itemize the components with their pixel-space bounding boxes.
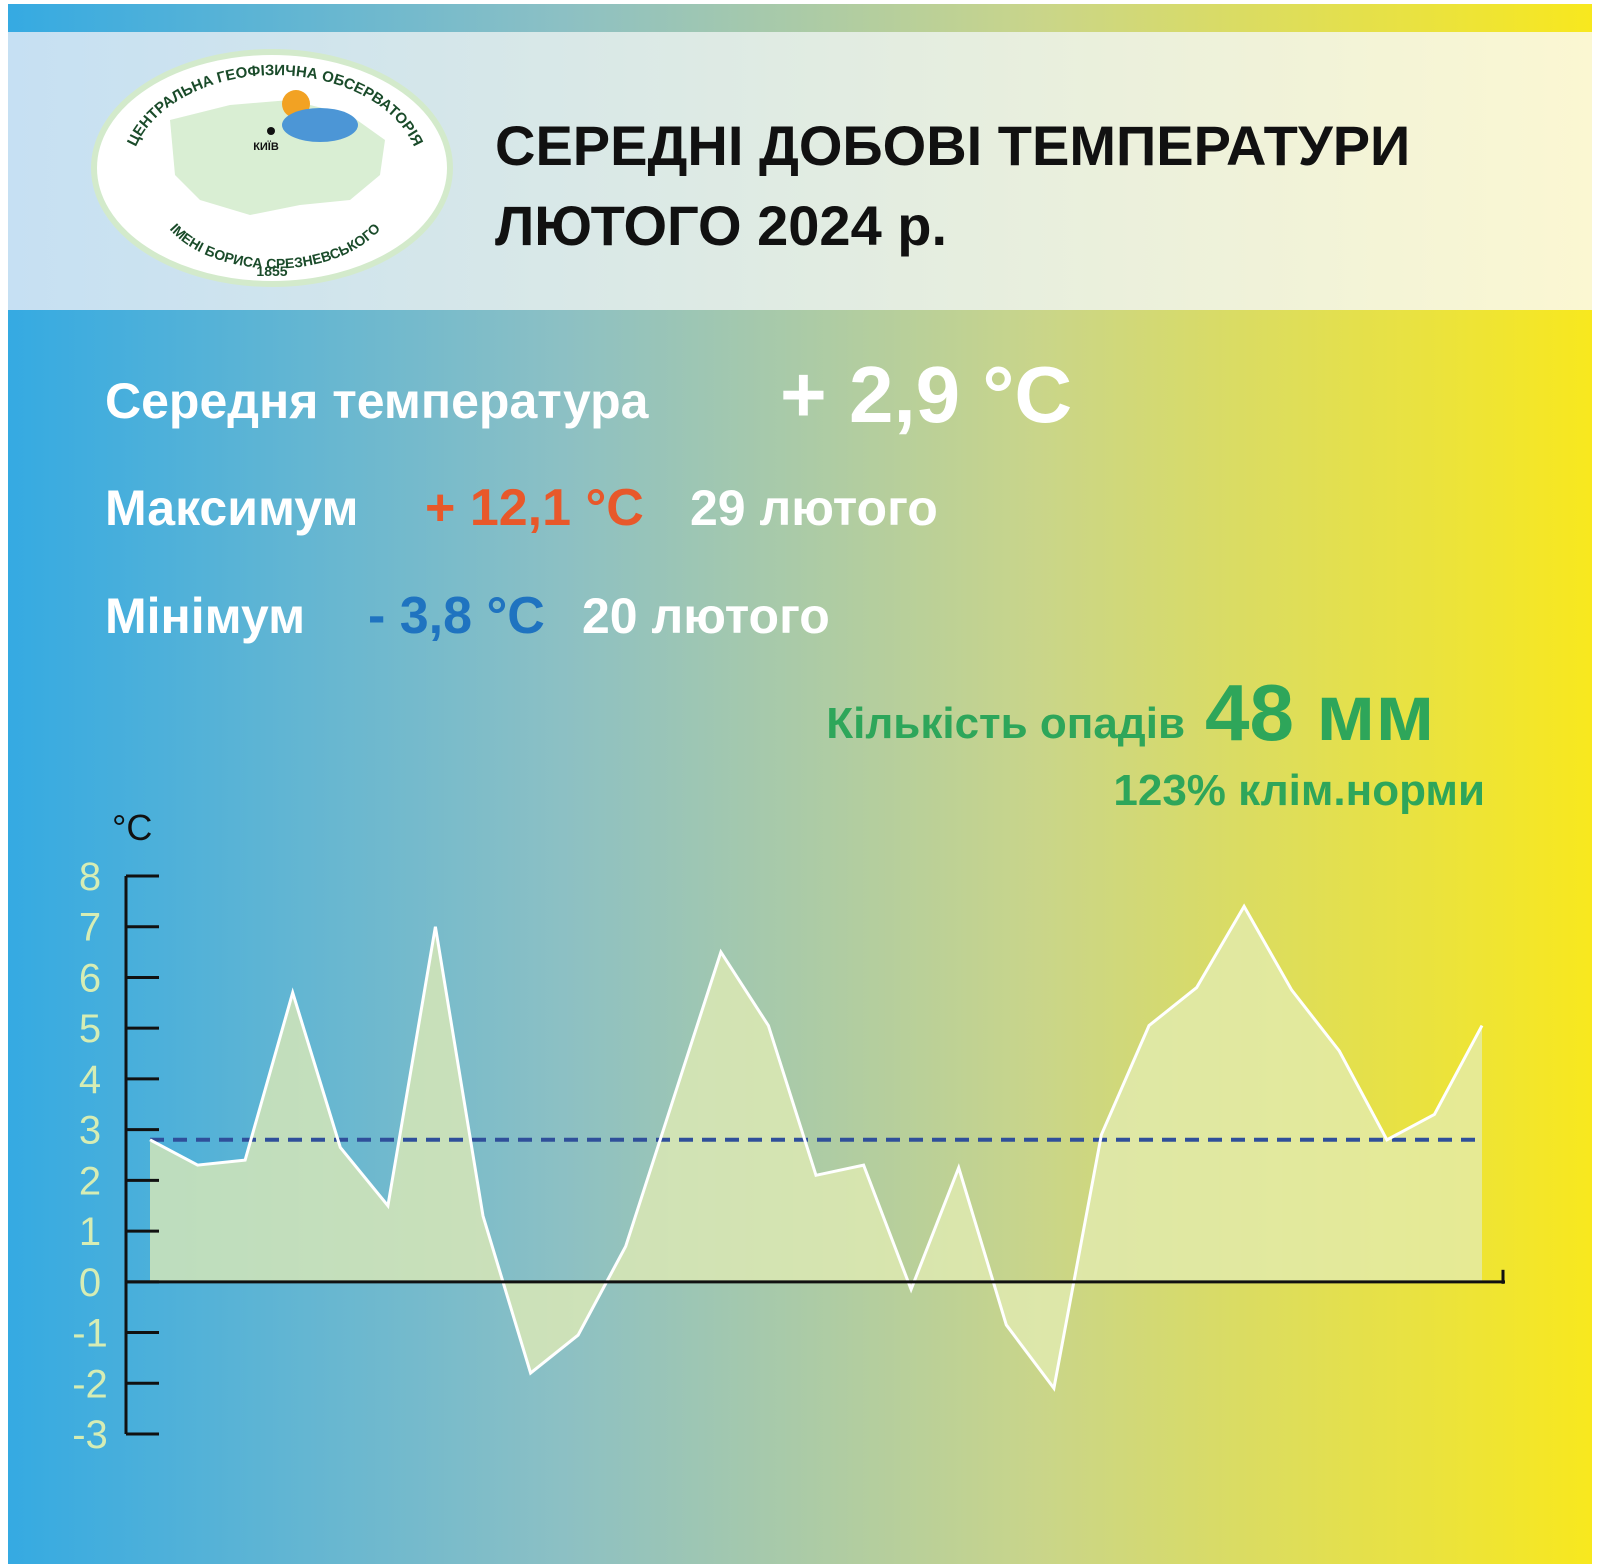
logo-cloud xyxy=(282,108,358,142)
logo-city: КИЇВ xyxy=(253,140,279,153)
y-tick-label: 0 xyxy=(79,1261,101,1305)
stat-label: Середня температура xyxy=(105,373,650,429)
precip-value: 48 мм xyxy=(1205,668,1435,757)
stat-label: Мінімум xyxy=(105,588,305,644)
y-tick-label: 2 xyxy=(79,1159,101,1203)
y-tick-label: 8 xyxy=(79,855,101,899)
y-tick-label: -3 xyxy=(72,1413,108,1457)
stat-label: Максимум xyxy=(105,480,358,536)
y-tick-label: -1 xyxy=(72,1312,108,1356)
logo: ЦЕНТРАЛЬНА ГЕОФІЗИЧНА ОБСЕРВАТОРІЯ ІМЕНІ… xyxy=(91,49,453,287)
logo-year: 1855 xyxy=(256,263,287,279)
stat-value: + 12,1 °C xyxy=(425,479,644,537)
stat-date: 20 лютого xyxy=(582,588,830,644)
y-tick-label: 3 xyxy=(79,1109,101,1153)
temperature-line xyxy=(149,903,1484,1392)
stat-date: 29 лютого xyxy=(690,480,938,536)
chart: °C -3 -2 -1 0 1 2 3 4 5 6 7 8 xyxy=(72,807,1505,1457)
y-tick-label: 7 xyxy=(79,906,101,950)
y-axis-label: °C xyxy=(112,807,152,848)
precip-label: Кількість опадів xyxy=(826,699,1185,748)
stat-value: + 2,9 °C xyxy=(780,350,1072,439)
title: ЛЮТОГО 2024 р. xyxy=(495,194,947,257)
y-tick-label: -2 xyxy=(72,1362,108,1406)
y-tick-label: 5 xyxy=(79,1007,101,1051)
title: СЕРЕДНІ ДОБОВІ ТЕМПЕРАТУРИ xyxy=(495,114,1410,177)
y-tick-label: 1 xyxy=(79,1210,101,1254)
stat-value: - 3,8 °C xyxy=(368,587,545,645)
precip-norm: 123% клім.норми xyxy=(1113,766,1485,815)
y-tick-label: 6 xyxy=(79,956,101,1000)
logo-dot xyxy=(267,127,275,135)
y-tick-label: 4 xyxy=(79,1058,101,1102)
